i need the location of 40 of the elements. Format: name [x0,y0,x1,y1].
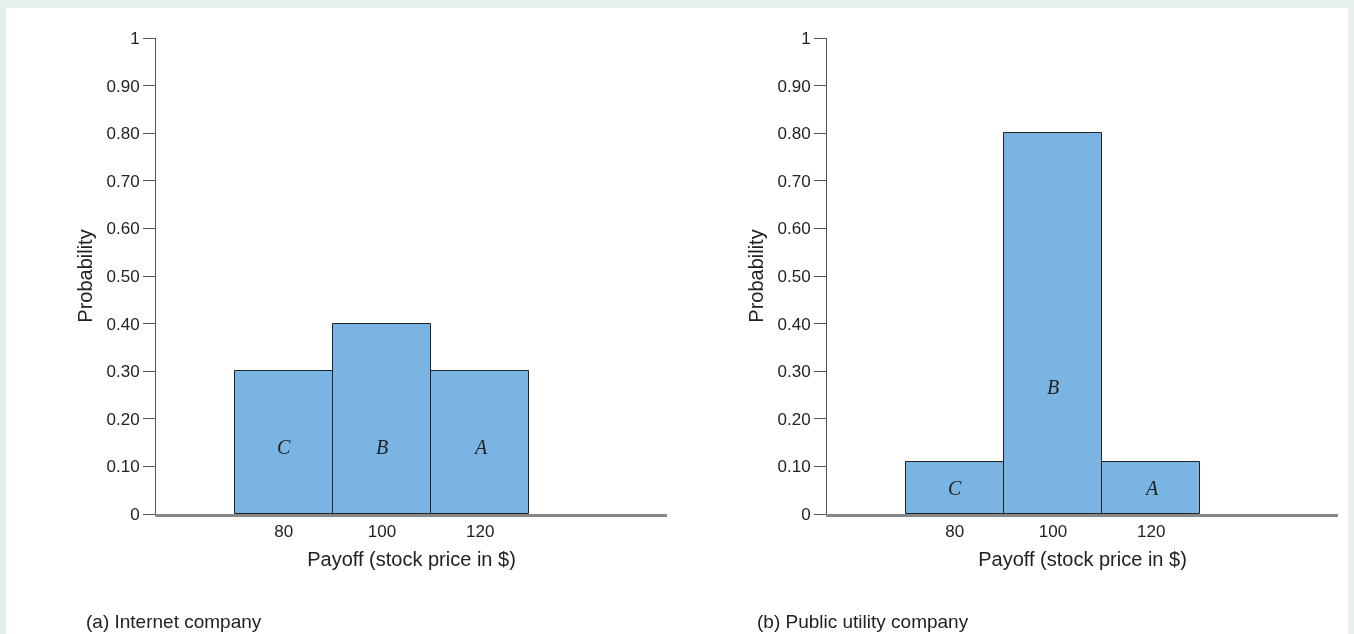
y-tick-label: 0.30 [777,362,811,382]
y-tick-label: 0.10 [777,457,811,477]
x-axis-title: Payoff (stock price in $) [978,547,1187,570]
y-tick-label: 0.30 [106,362,140,382]
y-tick-label: 0.90 [777,76,811,96]
y-tick-label: 0.90 [106,76,140,96]
y-tick-label: 0.50 [777,266,811,286]
y-tick-label: 1 [130,28,140,48]
y-tick-label: 0.20 [106,409,140,429]
annotation: C [277,436,291,458]
y-tick-label: 0 [801,504,811,524]
x-tick-label: 80 [945,522,965,542]
text: (a) Internet company [86,611,262,632]
y-tick-label: 0.40 [106,314,140,334]
y-tick-label: 0.80 [777,124,811,144]
annotation: A [1144,477,1159,499]
y-axis-title: Probability [74,229,97,323]
x-axis-title: Payoff (stock price in $) [307,547,516,570]
y-tick-label: 0.50 [106,266,140,286]
x-tick-label: 80 [274,522,294,542]
text: (b) Public utility company [757,611,969,632]
y-tick-label: 0.10 [106,457,140,477]
annotation: C [948,477,962,499]
x-tick-label: 120 [1137,522,1166,542]
y-tick-label: 0.70 [777,171,811,191]
y-tick-label: 0.20 [777,409,811,429]
annotation: B [376,436,389,458]
y-axis-title: Probability [745,229,768,323]
x-tick-label: 120 [466,522,495,542]
y-tick-label: 0 [130,504,140,524]
y-tick-label: 0.60 [777,219,811,239]
y-tick-label: 0.60 [106,219,140,239]
y-tick-label: 0.40 [777,314,811,334]
annotation: B [1047,376,1060,398]
y-tick-label: 0.70 [106,171,140,191]
y-tick-label: 0.80 [106,124,140,144]
x-tick-label: 100 [1038,522,1068,542]
y-tick-label: 1 [801,28,811,48]
x-tick-label: 100 [367,522,397,542]
annotation: A [473,436,488,458]
